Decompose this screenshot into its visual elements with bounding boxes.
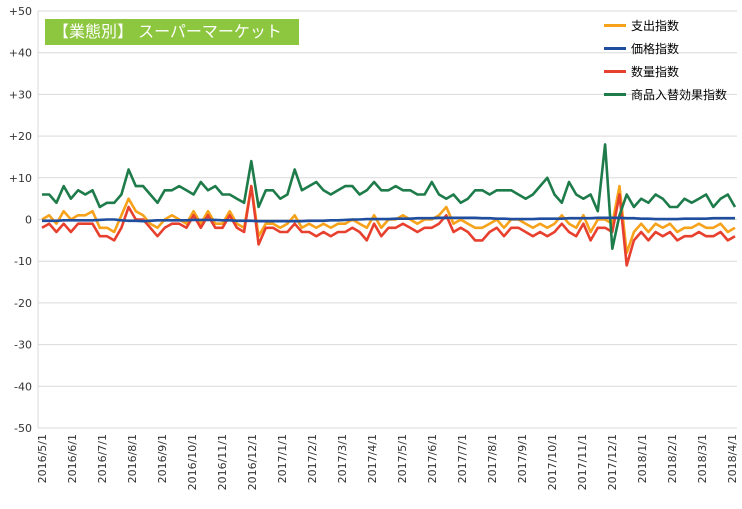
x-tick-label: 2016/5/1 <box>36 434 49 483</box>
y-tick-label: -50 <box>14 422 32 435</box>
series-line-1 <box>42 216 735 223</box>
x-tick-label: 2017/10/1 <box>546 434 559 490</box>
x-tick-label: 2017/9/1 <box>516 434 529 483</box>
x-tick-label: 2016/10/1 <box>186 434 199 490</box>
legend-label-expenditure: 支出指数 <box>631 19 680 33</box>
x-tick-label: 2016/6/1 <box>66 434 79 483</box>
x-tick-label: 2016/12/1 <box>246 434 259 490</box>
x-tick-label: 2017/12/1 <box>606 434 619 490</box>
legend-label-replacement: 商品入替効果指数 <box>631 88 728 102</box>
x-tick-label: 2018/2/1 <box>666 434 679 483</box>
y-tick-label: +30 <box>9 88 32 101</box>
legend-swatch-price <box>604 47 626 50</box>
x-tick-label: 2017/11/1 <box>576 434 589 490</box>
y-tick-label: +10 <box>9 172 32 185</box>
y-tick-label: +20 <box>9 130 32 143</box>
x-tick-label: 2018/4/1 <box>726 434 739 483</box>
x-tick-label: 2017/8/1 <box>486 434 499 483</box>
x-tick-label: 2016/8/1 <box>126 434 139 483</box>
chart-title: 【業態別】 スーパーマーケット <box>45 19 299 45</box>
y-tick-label: -20 <box>14 297 32 310</box>
y-tick-label: -10 <box>14 255 32 268</box>
legend-swatch-expenditure <box>604 24 626 27</box>
x-tick-label: 2016/9/1 <box>156 434 169 483</box>
legend: 支出指数 価格指数 数量指数 商品入替効果指数 <box>604 14 727 106</box>
legend-item-quantity: 数量指数 <box>604 60 727 83</box>
legend-label-price: 価格指数 <box>631 42 680 56</box>
series-lines <box>41 143 737 267</box>
y-tick-label: 0 <box>25 214 32 227</box>
series-line-3 <box>42 143 737 250</box>
x-tick-label: 2016/11/1 <box>216 434 229 490</box>
legend-item-expenditure: 支出指数 <box>604 14 727 37</box>
x-tick-label: 2017/7/1 <box>456 434 469 483</box>
series-line-2 <box>41 184 736 267</box>
legend-label-quantity: 数量指数 <box>631 65 680 79</box>
y-tick-label: -30 <box>14 339 32 352</box>
y-tick-label: +50 <box>9 5 32 18</box>
x-tick-label: 2017/1/1 <box>276 434 289 483</box>
y-tick-label: +40 <box>9 47 32 60</box>
x-tick-label: 2017/2/1 <box>306 434 319 483</box>
legend-swatch-quantity <box>604 70 626 73</box>
legend-item-replacement: 商品入替効果指数 <box>604 83 727 106</box>
x-tick-label: 2017/3/1 <box>336 434 349 483</box>
y-tick-label: -40 <box>14 380 32 393</box>
x-axis-ticks: 2016/5/1 2016/6/1 2016/7/1 2016/8/1 2016/9/1… <box>36 434 739 490</box>
legend-item-price: 価格指数 <box>604 37 727 60</box>
x-tick-label: 2017/4/1 <box>366 434 379 483</box>
x-tick-label: 2018/3/1 <box>696 434 709 483</box>
x-tick-label: 2018/1/1 <box>636 434 649 483</box>
x-tick-label: 2017/6/1 <box>426 434 439 483</box>
x-tick-label: 2017/5/1 <box>396 434 409 483</box>
legend-swatch-replacement <box>604 93 626 96</box>
x-tick-label: 2016/7/1 <box>96 434 109 483</box>
y-axis-ticks: +50 +40 +30 +20 +10 0 -10 -20 -30 -40 -50 <box>9 5 32 435</box>
